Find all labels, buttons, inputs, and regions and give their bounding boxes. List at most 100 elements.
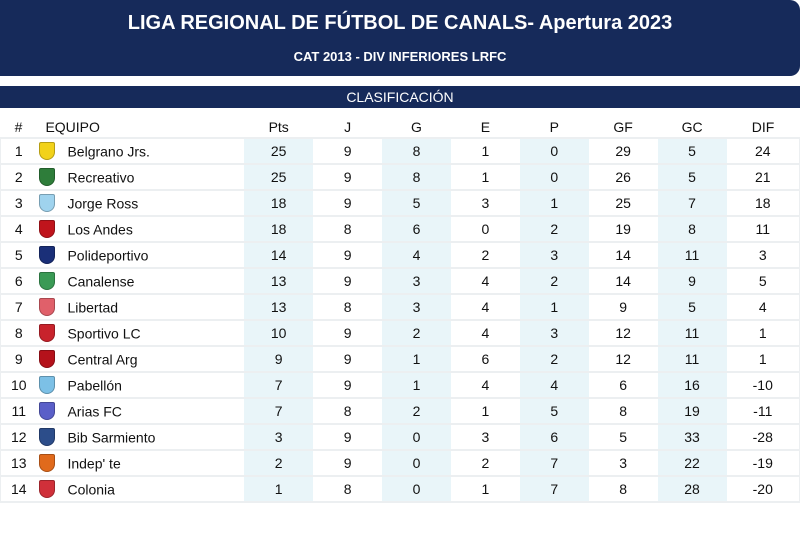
position: 13: [0, 449, 37, 476]
page-subtitle: CAT 2013 - DIV INFERIORES LRFC: [293, 49, 507, 64]
stat-dif: 4: [726, 293, 800, 320]
stat-e: 4: [450, 371, 520, 398]
team-cell: Libertad: [36, 293, 245, 320]
team-name: Recreativo: [67, 169, 135, 186]
stat-dif: 1: [726, 345, 800, 372]
stat-g: 5: [382, 189, 451, 216]
central-arg-crest-icon: [39, 350, 56, 369]
position: 5: [0, 241, 37, 268]
table-row[interactable]: 6 Canalense 13 9 3 4 2 14 9 5: [0, 267, 800, 294]
stat-pts: 25: [244, 163, 314, 190]
team-name: Colonia: [67, 481, 115, 498]
stat-p: 0: [519, 163, 589, 190]
stat-e: 3: [450, 189, 520, 216]
table-row[interactable]: 7 Libertad 13 8 3 4 1 9 5 4: [0, 293, 800, 320]
team-cell: Indep' te: [36, 449, 245, 476]
team-cell: Sportivo LC: [36, 319, 245, 346]
team-cell: Bib Sarmiento: [36, 423, 245, 450]
stat-dif: 5: [726, 267, 800, 294]
position: 6: [0, 267, 37, 294]
stat-gc: 19: [657, 397, 727, 424]
stat-p: 5: [519, 397, 589, 424]
position: 4: [0, 215, 37, 242]
stat-p: 4: [519, 371, 589, 398]
stat-gc: 9: [657, 267, 727, 294]
table-row[interactable]: 2 Recreativo 25 9 8 1 0 26 5 21: [0, 163, 800, 190]
team-cell: Central Arg: [36, 345, 245, 372]
stat-e: 1: [450, 475, 520, 503]
pabellon-crest-icon: [39, 376, 56, 395]
stat-j: 9: [313, 241, 383, 268]
team-cell: Jorge Ross: [36, 189, 245, 216]
stat-e: 4: [450, 267, 520, 294]
stat-dif: 21: [726, 163, 800, 190]
table-row[interactable]: 8 Sportivo LC 10 9 2 4 3 12 11 1: [0, 319, 800, 346]
stat-g: 3: [382, 293, 451, 320]
stat-dif: 18: [726, 189, 800, 216]
stat-j: 9: [313, 371, 383, 398]
colonia-crest-icon: [39, 480, 56, 499]
stat-p: 2: [519, 345, 589, 372]
stat-pts: 10: [244, 319, 314, 346]
stat-e: 4: [450, 293, 520, 320]
table-row[interactable]: 12 Bib Sarmiento 3 9 0 3 6 5 33 -28: [0, 423, 800, 450]
stat-j: 9: [313, 345, 383, 372]
stat-p: 3: [519, 319, 589, 346]
stat-gc: 5: [657, 163, 727, 190]
table-row[interactable]: 4 Los Andes 18 8 6 0 2 19 8 11: [0, 215, 800, 242]
table-row[interactable]: 3 Jorge Ross 18 9 5 3 1 25 7 18: [0, 189, 800, 216]
column-header: GF: [613, 119, 633, 135]
stat-dif: 1: [726, 319, 800, 346]
canalense-crest-icon: [39, 272, 56, 291]
team-name: Libertad: [67, 299, 119, 316]
position: 8: [0, 319, 37, 346]
stat-p: 6: [519, 423, 589, 450]
table-row[interactable]: 14 Colonia 1 8 0 1 7 8 28 -20: [0, 475, 800, 503]
stat-dif: 3: [726, 241, 800, 268]
table-row[interactable]: 9 Central Arg 9 9 1 6 2 12 11 1: [0, 345, 800, 372]
team-name: Jorge Ross: [67, 195, 139, 212]
team-cell: Recreativo: [36, 163, 245, 190]
table-row[interactable]: 10 Pabellón 7 9 1 4 4 6 16 -10: [0, 371, 800, 398]
stat-gf: 25: [588, 189, 658, 216]
stat-gc: 7: [657, 189, 727, 216]
stat-g: 8: [382, 163, 451, 190]
stat-e: 3: [450, 423, 520, 450]
stat-dif: -28: [726, 423, 800, 450]
position: 3: [0, 189, 37, 216]
stat-gc: 22: [657, 449, 727, 476]
team-name: Bib Sarmiento: [67, 429, 156, 446]
column-header: Pts: [268, 119, 289, 135]
stat-g: 4: [382, 241, 451, 268]
team-name: Canalense: [67, 273, 135, 290]
column-header: #: [14, 119, 23, 135]
team-cell: Arias FC: [36, 397, 245, 424]
table-row[interactable]: 5 Polideportivo 14 9 4 2 3 14 11 3: [0, 241, 800, 268]
stat-e: 6: [450, 345, 520, 372]
stat-dif: -11: [726, 397, 800, 424]
position: 2: [0, 163, 37, 190]
table-row[interactable]: 1 Belgrano Jrs. 25 9 8 1 0 29 5 24: [0, 137, 800, 164]
team-name: Los Andes: [67, 221, 133, 238]
stat-pts: 25: [244, 137, 314, 164]
libertad-crest-icon: [39, 298, 56, 317]
stat-j: 9: [313, 267, 383, 294]
stat-e: 0: [450, 215, 520, 242]
page-title: LIGA REGIONAL DE FÚTBOL DE CANALS- Apert…: [127, 12, 673, 34]
stat-g: 2: [382, 397, 451, 424]
table-row[interactable]: 13 Indep' te 2 9 0 2 7 3 22 -19: [0, 449, 800, 476]
stat-p: 1: [519, 189, 589, 216]
stat-g: 6: [382, 215, 451, 242]
stat-gf: 26: [588, 163, 658, 190]
team-name: Indep' te: [67, 455, 121, 472]
stat-j: 9: [313, 449, 383, 476]
arias-crest-icon: [39, 402, 56, 421]
stat-gc: 28: [657, 475, 727, 503]
stat-gf: 14: [588, 267, 658, 294]
stat-e: 1: [450, 163, 520, 190]
position: 9: [0, 345, 37, 372]
stat-j: 9: [313, 423, 383, 450]
sarmiento-crest-icon: [39, 428, 56, 447]
table-row[interactable]: 11 Arias FC 7 8 2 1 5 8 19 -11: [0, 397, 800, 424]
stat-g: 0: [382, 423, 451, 450]
